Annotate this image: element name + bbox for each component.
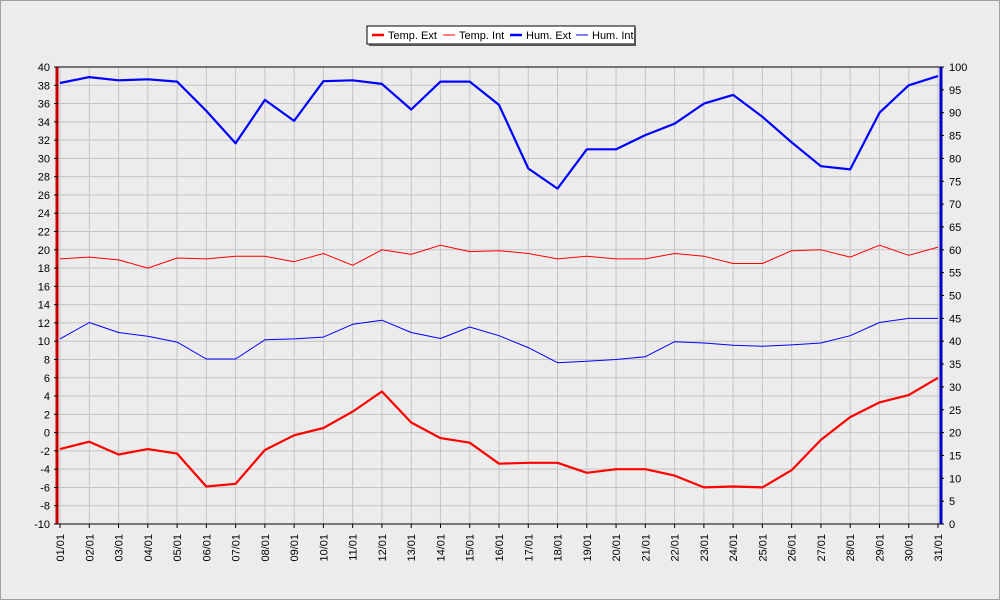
right-tick-label: 20 [949,428,961,440]
left-tick-label: 4 [44,391,50,403]
left-tick-label: 30 [38,153,50,165]
right-tick-label: 45 [949,313,961,325]
right-tick-label: 60 [949,245,961,257]
right-tick-label: 95 [949,85,961,97]
x-tick-label: 29/01 [874,534,886,562]
x-tick-label: 24/01 [728,534,740,562]
right-tick-label: 100 [949,62,967,74]
right-tick-label: 40 [949,336,961,348]
left-tick-label: 28 [38,172,50,184]
legend-label-hum-ext: Hum. Ext [526,30,571,42]
x-tick-label: 02/01 [84,534,96,562]
left-tick-label: 6 [44,373,50,385]
left-tick-label: 22 [38,227,50,239]
x-tick-label: 06/01 [201,534,213,562]
series-line-temp-ext [59,376,939,489]
right-tick-label: 50 [949,291,961,303]
right-tick-label: 55 [949,268,961,280]
left-tick-label: -10 [34,519,50,531]
x-tick-label: 19/01 [582,534,594,562]
x-tick-label: 30/01 [904,534,916,562]
x-tick-label: 13/01 [406,534,418,562]
x-tick-label: 26/01 [787,534,799,562]
series-layer [59,75,939,489]
x-tick-label: 17/01 [523,534,535,562]
left-tick-label: 36 [38,99,50,111]
right-tick-label: 30 [949,382,961,394]
x-tick-label: 11/01 [348,534,360,561]
left-tick-label: 12 [38,318,50,330]
x-tick-label: 01/01 [55,534,67,562]
legend-label-hum-int: Hum. Int [592,30,634,42]
right-tick-label: 15 [949,450,961,462]
x-tick-label: 31/01 [933,534,945,562]
left-tick-label: 8 [44,354,50,366]
x-tick-label: 07/01 [231,534,243,562]
x-tick-label: 27/01 [816,534,828,562]
series-line-hum-ext [59,75,939,190]
left-tick-label: 10 [38,336,50,348]
x-tick-label: 25/01 [757,534,769,562]
ticks: -10-8-6-4-202468101214161820222426283032… [34,62,967,562]
left-tick-label: 14 [38,300,50,312]
right-tick-label: 25 [949,405,961,417]
left-tick-label: 16 [38,281,50,293]
series-line-hum-int [59,317,938,364]
x-tick-label: 05/01 [172,534,184,562]
left-tick-label: 34 [38,117,50,129]
left-tick-label: 0 [44,428,50,440]
legend-label-temp-ext: Temp. Ext [388,30,437,42]
left-tick-label: 38 [38,80,50,92]
x-tick-label: 04/01 [143,534,155,562]
x-tick-label: 20/01 [611,534,623,562]
left-tick-label: 32 [38,135,50,147]
right-tick-label: 70 [949,199,961,211]
left-tick-label: -6 [40,482,50,494]
right-tick-label: 10 [949,473,961,485]
x-tick-label: 14/01 [435,534,447,562]
left-tick-label: 26 [38,190,50,202]
x-tick-label: 28/01 [845,534,857,562]
x-tick-label: 10/01 [318,534,330,562]
right-tick-label: 65 [949,222,961,234]
left-tick-label: 2 [44,409,50,421]
x-tick-label: 23/01 [699,534,711,562]
left-tick-label: 40 [38,62,50,74]
right-tick-label: 35 [949,359,961,371]
legend: Temp. Ext Temp. Int Hum. Ext Hum. Int [366,25,636,46]
x-tick-label: 08/01 [260,534,272,562]
x-tick-label: 21/01 [640,534,652,562]
x-tick-label: 22/01 [670,534,682,562]
left-tick-label: -8 [40,501,50,513]
left-tick-label: 24 [38,208,50,220]
right-tick-label: 80 [949,153,961,165]
right-tick-label: 5 [949,496,955,508]
x-tick-label: 16/01 [494,534,506,562]
legend-label-temp-int: Temp. Int [459,30,504,42]
right-tick-label: 75 [949,176,961,188]
left-tick-label: -4 [40,464,50,476]
x-tick-label: 18/01 [553,534,565,562]
right-tick-label: 85 [949,131,961,143]
left-tick-label: -2 [40,446,50,458]
grid [58,66,940,525]
x-tick-label: 03/01 [114,534,126,562]
left-tick-label: 20 [38,245,50,257]
right-tick-label: 0 [949,519,955,531]
right-tick-label: 90 [949,108,961,120]
x-tick-label: 09/01 [289,534,301,562]
left-tick-label: 18 [38,263,50,275]
series-line-temp-int [59,244,939,269]
x-tick-label: 12/01 [377,534,389,562]
x-tick-label: 15/01 [465,534,477,562]
